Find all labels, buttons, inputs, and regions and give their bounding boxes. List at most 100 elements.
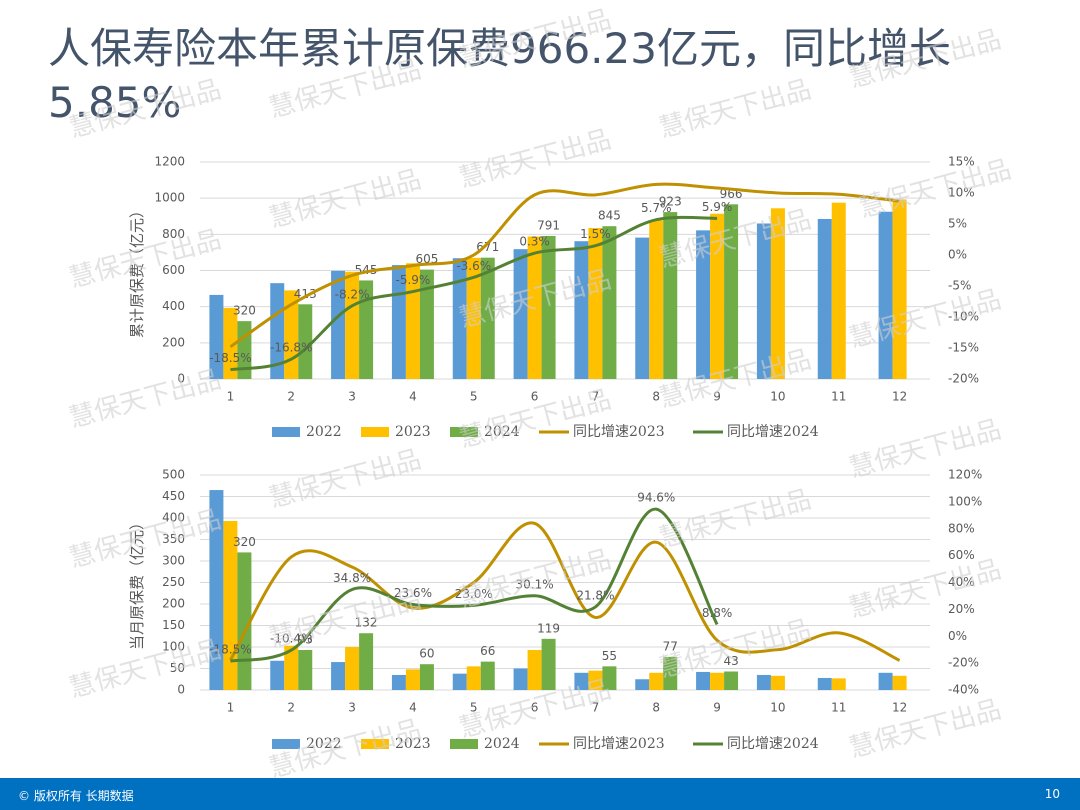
line	[229, 182, 900, 348]
y-tick-label: 500	[162, 468, 185, 482]
y2-tick-label: -10%	[948, 310, 979, 324]
y2-tick-label: -20%	[948, 656, 979, 670]
legend-label: 同比增速2024	[727, 424, 819, 440]
bar	[817, 218, 832, 379]
bar	[527, 650, 542, 690]
data-label: 60	[419, 647, 434, 661]
y2-tick-label: 0%	[948, 629, 967, 643]
legend-label: 2024	[484, 424, 520, 440]
x-tick-label: 10	[770, 390, 785, 404]
bar	[574, 241, 589, 379]
x-tick-label: 4	[409, 701, 417, 715]
x-tick-label: 3	[348, 390, 356, 404]
data-label: -8.2%	[335, 287, 370, 301]
y-tick-label: 0	[177, 372, 185, 386]
bar	[284, 645, 299, 690]
legend-label: 2022	[306, 424, 342, 440]
bar	[237, 552, 252, 690]
line	[230, 215, 718, 372]
bar	[574, 672, 589, 690]
watermark: 慧保天下出品	[266, 445, 424, 514]
y2-tick-label: 15%	[948, 155, 975, 169]
line	[229, 521, 901, 662]
page-title: 人保寿险本年累计原保费966.23亿元，同比增长5.85%	[48, 24, 951, 127]
y-tick-label: 400	[162, 511, 185, 525]
legend-label: 同比增速2024	[727, 736, 819, 752]
data-label: 34.8%	[333, 571, 371, 585]
bar	[209, 490, 224, 690]
data-label: 923	[659, 195, 682, 209]
data-label: 791	[537, 218, 560, 232]
bar	[724, 204, 739, 379]
data-label: 0.3%	[519, 235, 550, 249]
bar	[541, 235, 556, 379]
y2-tick-label: 5%	[948, 217, 967, 231]
watermark: 慧保天下出品	[456, 5, 614, 74]
bar	[331, 662, 346, 690]
y-tick-label: 400	[162, 299, 185, 313]
data-label: 77	[663, 639, 678, 653]
bar	[696, 230, 711, 379]
watermark: 慧保天下出品	[456, 125, 614, 194]
y-tick-label: 450	[162, 489, 185, 503]
y-tick-label: 800	[162, 227, 185, 241]
x-tick-label: 2	[287, 701, 295, 715]
legend-label: 2023	[395, 424, 431, 440]
bar	[588, 228, 603, 379]
x-tick-label: 11	[831, 701, 846, 715]
bar	[466, 257, 481, 379]
y2-tick-label: -20%	[948, 372, 979, 386]
x-tick-label: 9	[713, 390, 721, 404]
legend-swatch	[450, 427, 478, 437]
legend-label: 同比增速2023	[573, 424, 665, 440]
bar	[892, 199, 907, 379]
bar	[635, 237, 650, 379]
data-label: 132	[355, 616, 378, 630]
y2-tick-label: 40%	[948, 575, 975, 589]
y-tick-label: 600	[162, 263, 185, 277]
y-tick-label: 200	[162, 597, 185, 611]
x-tick-label: 2	[287, 390, 295, 404]
page-number: 10	[1044, 787, 1060, 801]
x-tick-label: 11	[831, 390, 846, 404]
bar	[649, 672, 664, 690]
line	[230, 507, 719, 663]
bar	[405, 669, 420, 690]
bar	[527, 236, 542, 379]
x-tick-label: 6	[531, 390, 539, 404]
watermark: 慧保天下出品	[846, 695, 1004, 764]
bar	[602, 666, 617, 690]
data-label: -18.5%	[209, 351, 251, 365]
y-tick-label: 1000	[154, 191, 185, 205]
data-label: -3.6%	[456, 259, 491, 273]
bar	[513, 249, 528, 379]
bar	[223, 307, 238, 379]
data-label: -16.8%	[270, 341, 312, 355]
y2-tick-label: -15%	[948, 341, 979, 355]
bar	[770, 675, 785, 690]
watermark: 慧保天下出品	[656, 485, 814, 554]
x-tick-label: 12	[892, 390, 907, 404]
bar	[710, 672, 725, 690]
x-tick-label: 5	[470, 701, 478, 715]
bar	[770, 208, 785, 379]
bar	[452, 258, 467, 379]
bar	[892, 675, 907, 690]
y2-tick-label: 10%	[948, 186, 975, 200]
bar	[817, 677, 832, 690]
x-tick-label: 3	[348, 701, 356, 715]
bar	[419, 269, 434, 379]
legend-swatch	[361, 739, 389, 749]
y-axis-label: 当月原保费（亿元）	[128, 515, 146, 650]
bar	[878, 672, 893, 690]
y2-tick-label: -5%	[948, 279, 971, 293]
watermark: 慧保天下出品	[846, 555, 1004, 624]
x-tick-label: 7	[592, 390, 600, 404]
legend-label: 2023	[395, 736, 431, 752]
footer-text: © 版权所有 长期数据	[18, 789, 134, 803]
watermark: 慧保天下出品	[266, 55, 424, 124]
data-label: 30.1%	[516, 577, 554, 591]
watermark: 慧保天下出品	[656, 75, 814, 144]
legend-swatch	[272, 427, 300, 437]
